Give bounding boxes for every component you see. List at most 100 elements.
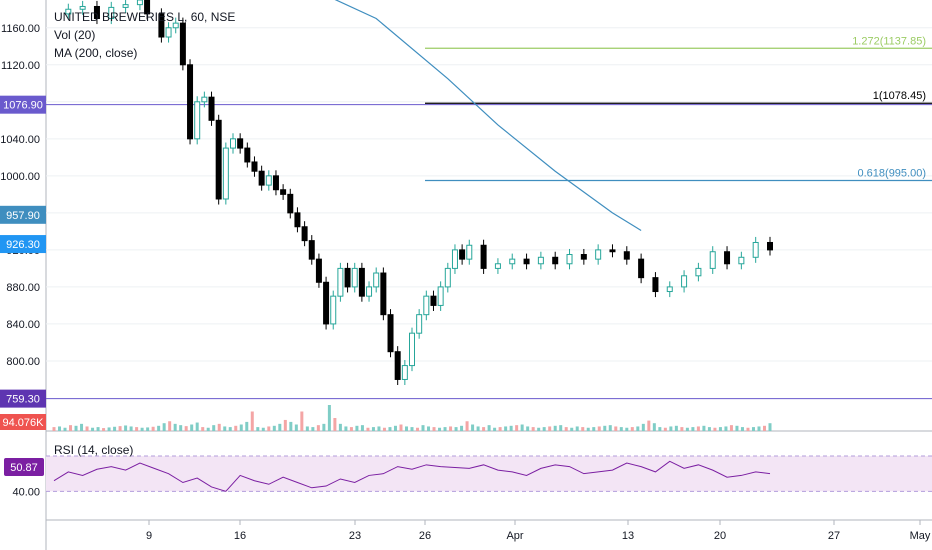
volume-bar-115: [685, 427, 689, 431]
candle-body-28: [301, 226, 308, 242]
volume-bar-10: [107, 427, 111, 431]
volume-bar-83: [509, 425, 513, 431]
volume-bar-5: [80, 423, 84, 431]
volume-bar-60: [382, 427, 386, 431]
candle-body-39: [380, 272, 387, 316]
volume-bar-81: [498, 427, 502, 431]
volume-bar-30: [217, 423, 221, 431]
volume-bar-109: [652, 423, 656, 431]
candle-body-2: [79, 5, 86, 10]
volume-badge: [0, 414, 46, 430]
volume-bar-49: [322, 423, 326, 431]
candle-body-14: [201, 96, 208, 103]
volume-bar-124: [735, 425, 739, 431]
volume-bar-87: [531, 427, 535, 431]
candle-body-52: [480, 244, 487, 269]
fib-label-2: 0.618(995.00): [858, 167, 927, 179]
price-tick-label-4: 1000.00: [0, 171, 40, 183]
rsi-legend[interactable]: RSI (14, close): [54, 443, 134, 457]
volume-bar-75: [465, 421, 469, 431]
volume-bar-32: [228, 427, 232, 431]
volume-bar-64: [404, 426, 408, 431]
candle-body-18: [230, 138, 236, 149]
price-badge-label-3: 759.30: [6, 394, 40, 406]
volume-bar-61: [388, 427, 392, 431]
volume-bar-114: [680, 427, 684, 431]
candle-body-66: [681, 275, 688, 288]
volume-bar-106: [636, 426, 640, 431]
candle-body-53: [494, 263, 501, 269]
candle-body-22: [258, 170, 265, 186]
volume-bar-16: [140, 427, 144, 431]
ma-legend[interactable]: MA (200, close): [54, 46, 138, 60]
volume-bar-88: [537, 427, 541, 431]
volume-bar-48: [316, 425, 320, 431]
candle-body-15: [208, 96, 215, 121]
x-tick-label-6: 20: [714, 530, 726, 542]
candle-body-19: [237, 138, 244, 149]
volume-bar-113: [674, 425, 678, 431]
volume-bar-17: [146, 427, 150, 431]
volume-bar-73: [454, 427, 458, 431]
volume-bar-63: [399, 424, 403, 431]
volume-bar-7: [91, 427, 95, 431]
volume-bar-15: [135, 427, 139, 431]
candle-body-71: [752, 241, 759, 258]
volume-bar-129: [762, 425, 766, 431]
volume-bar-74: [460, 425, 464, 431]
volume-bar-69: [432, 427, 436, 431]
volume-bar-55: [355, 425, 359, 431]
volume-bar-34: [239, 424, 243, 431]
candle-body-38: [373, 272, 380, 288]
volume-bar-77: [476, 426, 480, 431]
candle-body-48: [444, 267, 451, 288]
candle-body-20: [244, 147, 251, 163]
volume-bar-14: [129, 426, 133, 431]
volume-bar-71: [443, 427, 447, 431]
candle-body-16: [215, 119, 222, 200]
x-tick-label-3: 26: [419, 530, 431, 542]
volume-bar-22: [173, 423, 177, 431]
candle-body-68: [709, 251, 716, 269]
volume-bar-1: [58, 426, 62, 431]
candle-body-37: [366, 286, 373, 297]
candle-body-5: [122, 4, 129, 8]
volume-legend[interactable]: Vol (20): [54, 28, 96, 42]
volume-bar-119: [707, 427, 711, 431]
volume-bar-92: [559, 425, 563, 431]
volume-bar-59: [377, 426, 381, 431]
volume-bar-91: [553, 425, 557, 431]
volume-bar-105: [630, 427, 634, 431]
volume-bar-47: [311, 427, 315, 431]
x-tick-label-4: Apr: [506, 530, 523, 542]
volume-bar-120: [713, 427, 717, 431]
volume-badge-label: 94.076K: [3, 417, 45, 429]
volume-bar-12: [118, 426, 122, 431]
volume-bar-62: [393, 425, 397, 431]
volume-bar-36: [250, 411, 254, 431]
volume-bar-97: [586, 427, 590, 431]
candle-body-4: [108, 6, 115, 20]
volume-bar-123: [729, 425, 733, 431]
volume-bar-79: [487, 425, 491, 431]
volume-bar-86: [526, 426, 530, 431]
volume-bar-56: [360, 425, 364, 431]
volume-bar-112: [669, 426, 673, 431]
x-tick-label-0: 9: [146, 530, 152, 542]
volume-bar-80: [493, 427, 497, 431]
volume-bar-93: [564, 427, 568, 431]
volume-bar-66: [416, 427, 420, 431]
candle-body-7: [144, 0, 151, 15]
volume-bar-89: [542, 427, 546, 431]
rsi-badge: [4, 458, 44, 476]
candle-body-27: [294, 212, 301, 228]
volume-bar-19: [157, 425, 161, 431]
candle-body-42: [401, 365, 408, 380]
volume-bar-126: [746, 427, 750, 431]
symbol-title[interactable]: UNITED BREWERIES L, 60, NSE: [54, 10, 236, 24]
candle-body-45: [423, 295, 430, 316]
volume-bar-46: [305, 426, 309, 431]
rsi-layer: [46, 455, 932, 492]
